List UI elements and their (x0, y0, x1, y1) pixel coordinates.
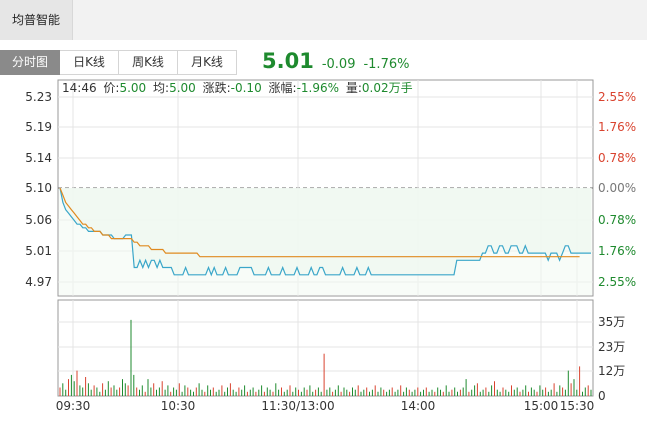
x-tick-label: 15:00 (524, 399, 559, 413)
top-strip (0, 0, 647, 40)
x-tick-label: 10:30 (161, 399, 196, 413)
info-bar: 14:46 价:5.00 均:5.00 涨跌:-0.10 涨幅:-1.96% 量… (62, 80, 413, 95)
chart-period-tabs: 分时图 日K线 周K线 月K线 (0, 50, 237, 75)
info-pct-label: 涨幅: (269, 80, 297, 95)
volume-tick-label: 23万 (598, 340, 625, 354)
info-pct: -1.96% (297, 81, 339, 95)
pct-tick-label: 0.00% (598, 181, 636, 195)
pct-tick-label: 1.76% (598, 120, 636, 134)
info-vol-label: 量: (346, 81, 362, 95)
info-time: 14:46 (62, 81, 97, 95)
pct-tick-label: 2.55% (598, 275, 636, 289)
info-avg: 5.00 (169, 81, 196, 95)
tab-daily-k[interactable]: 日K线 (60, 50, 119, 75)
volume-tick-label: 12万 (598, 364, 625, 378)
volume-tick-label: 0 (598, 389, 606, 403)
x-tick-label: 09:30 (56, 399, 91, 413)
y-tick-label: 5.10 (25, 181, 52, 195)
tab-intraday[interactable]: 分时图 (0, 50, 60, 75)
x-tick-label: 14:00 (401, 399, 436, 413)
y-tick-label: 5.23 (25, 90, 52, 104)
tab-monthly-k[interactable]: 月K线 (178, 50, 237, 75)
volume-tick-label: 35万 (598, 315, 625, 329)
price-change-pct: -1.76% (363, 57, 410, 72)
info-change-label: 涨跌: (203, 80, 231, 95)
volume-panel-border (57, 299, 594, 397)
info-price: 5.00 (119, 81, 146, 95)
y-tick-label: 5.14 (25, 151, 52, 165)
x-tick-label: 15:30 (560, 399, 595, 413)
info-change: -0.10 (231, 81, 262, 95)
quote-summary: 5.01 -0.09 -1.76% (262, 49, 409, 77)
pct-tick-label: 1.76% (598, 244, 636, 258)
y-tick-label: 4.97 (25, 275, 52, 289)
pct-tick-label: 0.78% (598, 151, 636, 165)
pct-tick-label: 0.78% (598, 213, 636, 227)
avg-price-line (59, 187, 580, 258)
pct-tick-label: 2.55% (598, 90, 636, 104)
price-line (59, 187, 591, 277)
volume-bars (59, 319, 592, 396)
chart-lines (59, 187, 591, 277)
info-avg-label: 均: (153, 81, 169, 95)
stock-name-tab[interactable]: 均普智能 (0, 0, 73, 40)
info-price-label: 价: (103, 81, 119, 95)
last-price: 5.01 (262, 49, 314, 73)
x-tick-label: 11:30/13:00 (261, 399, 334, 413)
price-change: -0.09 (321, 57, 356, 72)
y-tick-label: 5.19 (25, 120, 52, 134)
y-tick-label: 5.01 (25, 244, 52, 258)
y-tick-label: 5.06 (25, 213, 52, 227)
info-vol: 0.02万手 (362, 81, 413, 95)
price-area (59, 188, 592, 295)
axis-labels: 5.23 2.55% 5.19 1.76% 5.14 0.78% 5.10 0.00% 5.06… (25, 90, 636, 413)
tab-weekly-k[interactable]: 周K线 (119, 50, 178, 75)
below-prev-close-shade (59, 188, 592, 295)
